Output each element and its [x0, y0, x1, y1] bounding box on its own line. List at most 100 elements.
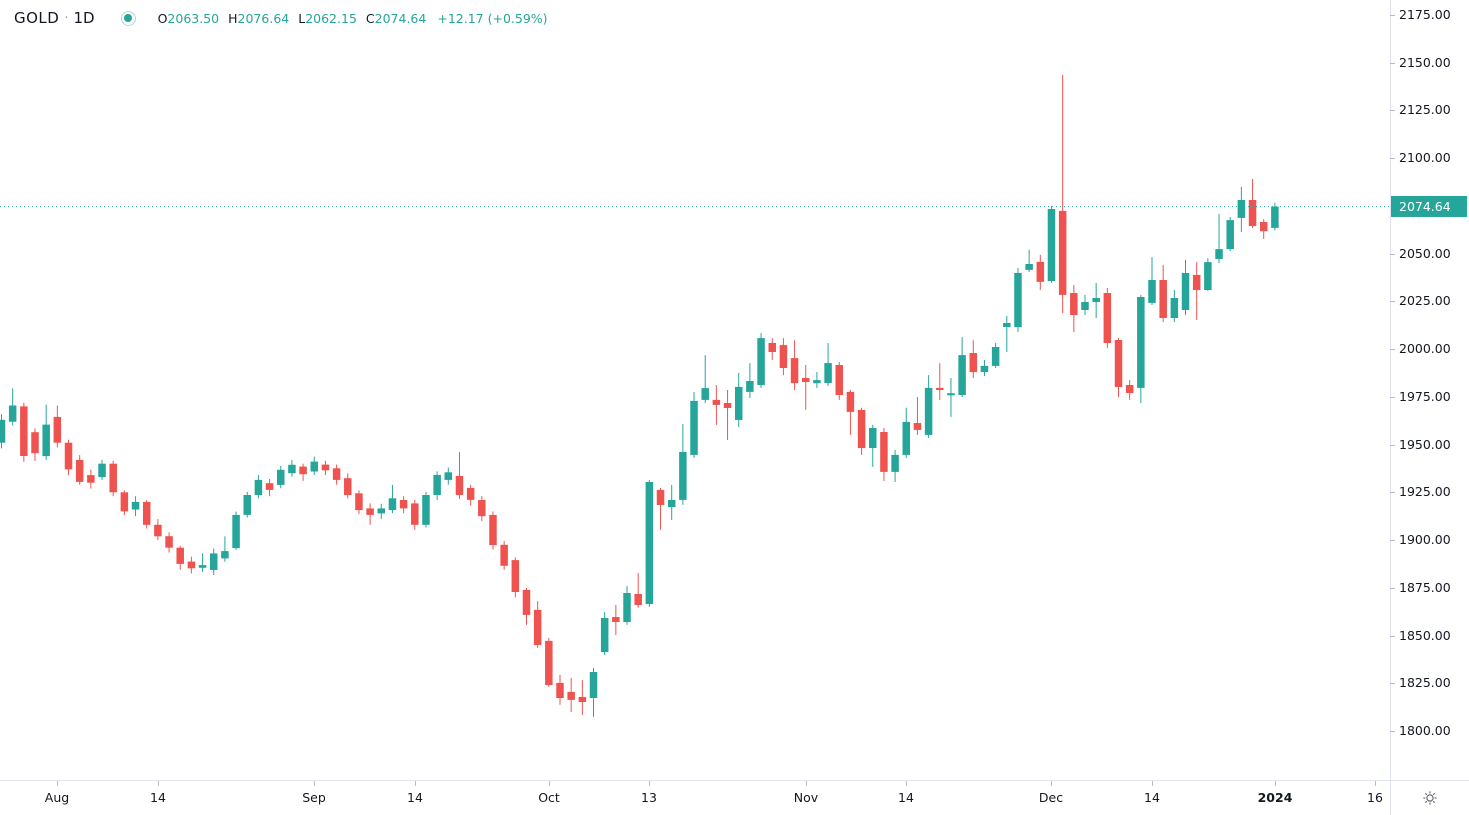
candle-body [891, 454, 899, 472]
price-tick-mark [1390, 110, 1395, 111]
price-tick-label: 2100.00 [1399, 150, 1451, 166]
price-tick-mark [1390, 445, 1395, 446]
candle-body [131, 501, 140, 510]
axis-settings-gear-icon[interactable] [1421, 789, 1439, 807]
candle-body [466, 487, 475, 500]
symbol-legend: GOLD · 1D O2063.50 H2076.64 L2062.15 C2074.… [14, 8, 548, 28]
candle-body [243, 495, 251, 515]
price-axis[interactable]: 2175.00 2150.00 2125.00 2100.00 2050.00 2025.… [1390, 0, 1469, 780]
price-tick-label: 2125.00 [1399, 102, 1451, 118]
time-tick-label: 14 [150, 790, 166, 805]
candle-body [299, 466, 307, 475]
time-tick-label: 14 [1144, 790, 1160, 805]
price-tick-label: 1850.00 [1399, 627, 1451, 643]
market-status-icon [120, 10, 136, 26]
candle-body [433, 475, 441, 495]
price-tick-mark [1390, 636, 1395, 637]
candle-body [8, 405, 17, 422]
candle-body [500, 544, 508, 566]
price-tick-mark [1390, 63, 1395, 64]
price-tick-label: 1950.00 [1399, 436, 1451, 452]
candle-body [1014, 273, 1022, 327]
candle-body [1092, 298, 1100, 302]
time-tick-label: Dec [1038, 790, 1064, 805]
candle-body [344, 478, 352, 495]
candle-body [1148, 280, 1156, 303]
time-tick-label: 16 [1367, 790, 1383, 805]
ohlc-o: O2063.50 [157, 10, 220, 26]
candle-body [288, 464, 296, 474]
candle-body [578, 697, 587, 702]
candle-body [924, 387, 933, 435]
candle-body [1003, 323, 1011, 327]
candle-body [489, 514, 497, 546]
candle-body [723, 403, 732, 408]
price-tick-mark [1390, 588, 1395, 589]
candle-body [1047, 209, 1056, 281]
price-tick-mark [1390, 301, 1395, 302]
candle-body [567, 691, 575, 700]
candle-body [813, 380, 821, 384]
candle-body [1159, 280, 1167, 318]
ohlc-values: O2063.50 H2076.64 L2062.15 C2074.64 [158, 11, 436, 26]
price-tick-label: 1925.00 [1399, 484, 1451, 500]
time-tick-label: 14 [407, 790, 423, 805]
price-tick-label: 2025.00 [1399, 293, 1451, 309]
time-axis[interactable]: Aug 14 Sep 14 Oct 13 Nov 14 Dec 14 2024 16 [0, 780, 1390, 815]
candle-body [690, 400, 698, 455]
candle-body [120, 492, 129, 512]
time-tick-label: 14 [898, 790, 914, 805]
candle-body [321, 464, 330, 471]
candle-body [422, 495, 430, 525]
time-tick-mark [314, 781, 315, 786]
price-tick-label: 1800.00 [1399, 723, 1451, 738]
price-tick-mark [1390, 731, 1395, 732]
symbol-name[interactable]: GOLD [14, 9, 60, 27]
candle-body [265, 483, 274, 490]
candle-body [1025, 264, 1033, 270]
candle-body [779, 345, 788, 368]
candle-body [701, 388, 709, 400]
candle-body [1192, 274, 1201, 290]
candle-body [64, 442, 73, 470]
time-tick-mark [906, 781, 907, 786]
time-tick-mark [415, 781, 416, 786]
candles-canvas[interactable] [0, 0, 1390, 780]
candle-body [455, 475, 464, 495]
candle-body [20, 406, 28, 456]
candle-body [1248, 200, 1257, 226]
candle-body [332, 468, 341, 480]
price-tick-label: 1825.00 [1399, 675, 1451, 691]
ohlc-l: L2062.15 [298, 10, 357, 26]
candle-body [634, 593, 642, 605]
candle-body [533, 609, 542, 645]
candle-body [1170, 298, 1179, 318]
candle-body [768, 343, 776, 352]
candle-body [154, 524, 162, 537]
candlestick-chart[interactable]: GOLD · 1D O2063.50 H2076.64 L2062.15 C2074.… [0, 0, 1390, 780]
candle-body [589, 672, 598, 698]
candle-body [712, 399, 721, 405]
candle-body [31, 432, 39, 454]
interval-label[interactable]: 1D [73, 9, 95, 27]
candle-body [947, 393, 955, 396]
candle-body [958, 355, 966, 395]
candle-body [53, 416, 62, 443]
candle-body [1259, 222, 1268, 232]
candle-body [545, 640, 553, 685]
price-tick-label: 2000.00 [1399, 341, 1451, 357]
candle-body [0, 419, 6, 443]
candle-body [679, 452, 687, 500]
candle-body [388, 498, 397, 511]
candle-body [176, 547, 184, 564]
candle-body [310, 461, 319, 472]
status-dot [124, 14, 133, 22]
candle-body [1114, 340, 1123, 387]
candle-body [399, 500, 408, 509]
price-tick-mark [1390, 349, 1395, 350]
price-tick-label: 2150.00 [1399, 54, 1451, 70]
candle-body [1181, 273, 1190, 310]
candle-body [1125, 385, 1134, 393]
candle-body [232, 514, 240, 549]
candle-body [801, 378, 810, 382]
